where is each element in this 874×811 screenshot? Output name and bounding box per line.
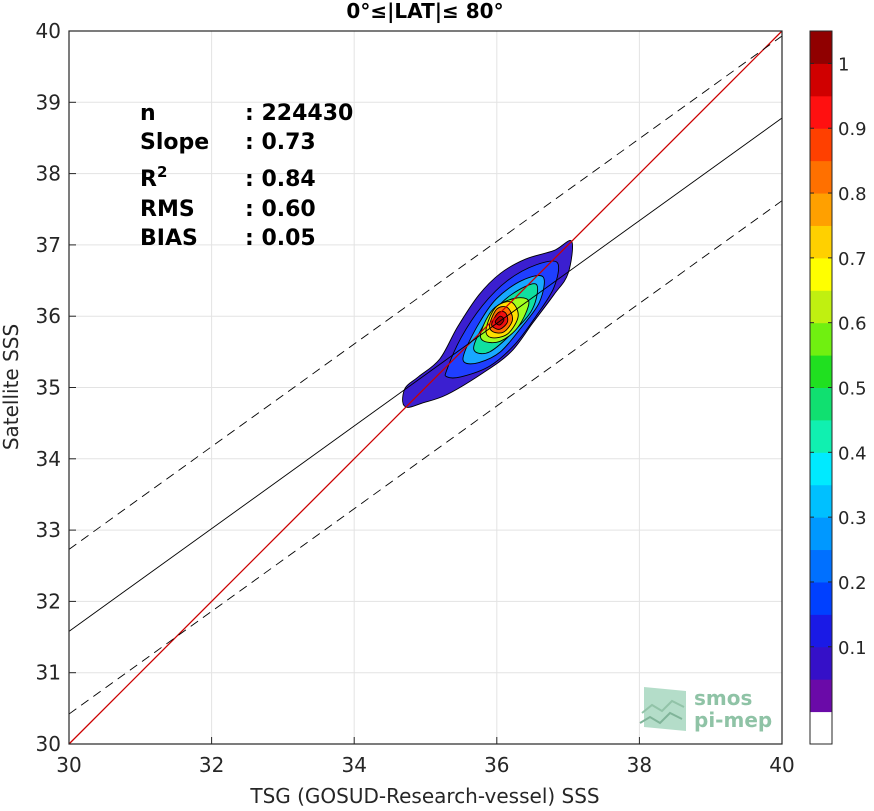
- stat-label: RMS: [140, 197, 195, 222]
- stat-value: : 224430: [245, 101, 353, 126]
- y-tick-label: 40: [36, 19, 61, 43]
- y-tick-label: 31: [36, 661, 61, 685]
- colorbar-band: [810, 95, 832, 129]
- identity-line: [68, 30, 783, 745]
- colorbar-band: [810, 355, 832, 388]
- colorbar-band: [810, 257, 832, 291]
- x-tick-label: 34: [341, 753, 366, 777]
- x-tick-label: 40: [769, 753, 794, 777]
- colorbar-band: [810, 31, 832, 64]
- colorbar-band: [810, 63, 832, 97]
- colorbar-band: [810, 290, 832, 324]
- colorbar-tick-label: 0.6: [838, 314, 867, 335]
- stat-label: R2: [140, 163, 167, 192]
- colorbar-band: [810, 322, 832, 356]
- statistics-box: n : 224430 Slope : 0.73 R2 : 0.84 RMS : 0.60 BIA…: [140, 101, 353, 251]
- colorbar-tick-label: 0.9: [838, 119, 867, 140]
- stat-label: BIAS: [140, 226, 198, 251]
- upper-bound-line: [68, 35, 783, 550]
- colorbar-band: [810, 452, 832, 486]
- colorbar-band: [810, 711, 832, 745]
- y-tick-label: 33: [36, 518, 61, 542]
- y-tick-label: 30: [36, 732, 61, 756]
- watermark-logo: smos pi-mep: [639, 686, 772, 732]
- y-tick-label: 37: [36, 233, 61, 257]
- x-tick-label: 36: [484, 753, 509, 777]
- colorbar-tick-label: 0.1: [838, 638, 867, 659]
- lower-bound-line: [68, 200, 783, 715]
- y-tick-label: 39: [36, 90, 61, 114]
- colorbar-tick-label: 0.7: [838, 249, 867, 270]
- stat-value: : 0.73: [245, 130, 316, 155]
- logo-text-smos: smos: [694, 686, 752, 710]
- colorbar-tick-label: 1: [838, 54, 849, 75]
- chart-title: 0°≤|LAT|≤ 80°: [346, 0, 503, 23]
- colorbar-band: [810, 193, 832, 226]
- colorbar-band: [810, 646, 832, 680]
- colorbar-band: [810, 160, 832, 194]
- y-tick-label: 38: [36, 162, 61, 186]
- stat-value: : 0.84: [245, 167, 316, 192]
- colorbar-band: [810, 484, 832, 518]
- x-tick-label: 30: [56, 753, 81, 777]
- colorbar-band: [810, 225, 832, 259]
- stat-value: : 0.60: [245, 197, 316, 222]
- stat-value: : 0.05: [245, 226, 316, 251]
- colorbar-tick-label: 0.4: [838, 443, 867, 464]
- y-tick-label: 34: [36, 447, 61, 471]
- colorbar-tick-label: 0.5: [838, 379, 867, 400]
- colorbar-tick-label: 0.3: [838, 508, 867, 529]
- colorbar: 0.1 0.2 0.3 0.4 0.5 0.6 0.7 0.8 0.9 1: [809, 30, 867, 745]
- x-axis-ticks: 30 32 34 36 38 40: [56, 737, 795, 777]
- y-axis-ticks: 30 31 32 33 34 35 36 37 38 39 40: [36, 19, 76, 756]
- colorbar-band: [810, 517, 832, 551]
- regression-line: [68, 117, 783, 632]
- colorbar-band: [810, 679, 832, 713]
- colorbar-band: [810, 419, 832, 453]
- y-axis-label: Satellite SSS: [0, 324, 23, 450]
- y-tick-label: 32: [36, 589, 61, 613]
- logo-text-pimep: pi-mep: [694, 708, 772, 732]
- colorbar-tick-label: 0.8: [838, 184, 867, 205]
- x-tick-label: 38: [627, 753, 652, 777]
- x-axis-label: TSG (GOSUD-Research-vessel) SSS: [249, 784, 599, 808]
- reference-lines: [68, 30, 783, 745]
- x-tick-label: 32: [199, 753, 224, 777]
- colorbar-band: [810, 549, 832, 583]
- colorbar-band: [810, 581, 832, 615]
- logo-icon: [639, 687, 686, 731]
- y-tick-label: 36: [36, 304, 61, 328]
- y-tick-label: 35: [36, 376, 61, 400]
- stat-label: n: [140, 101, 156, 126]
- colorbar-tick-label: 0.2: [838, 573, 867, 594]
- stat-label: Slope: [140, 130, 209, 155]
- colorbar-band: [810, 128, 832, 162]
- colorbar-band: [810, 387, 832, 421]
- colorbar-band: [810, 614, 832, 648]
